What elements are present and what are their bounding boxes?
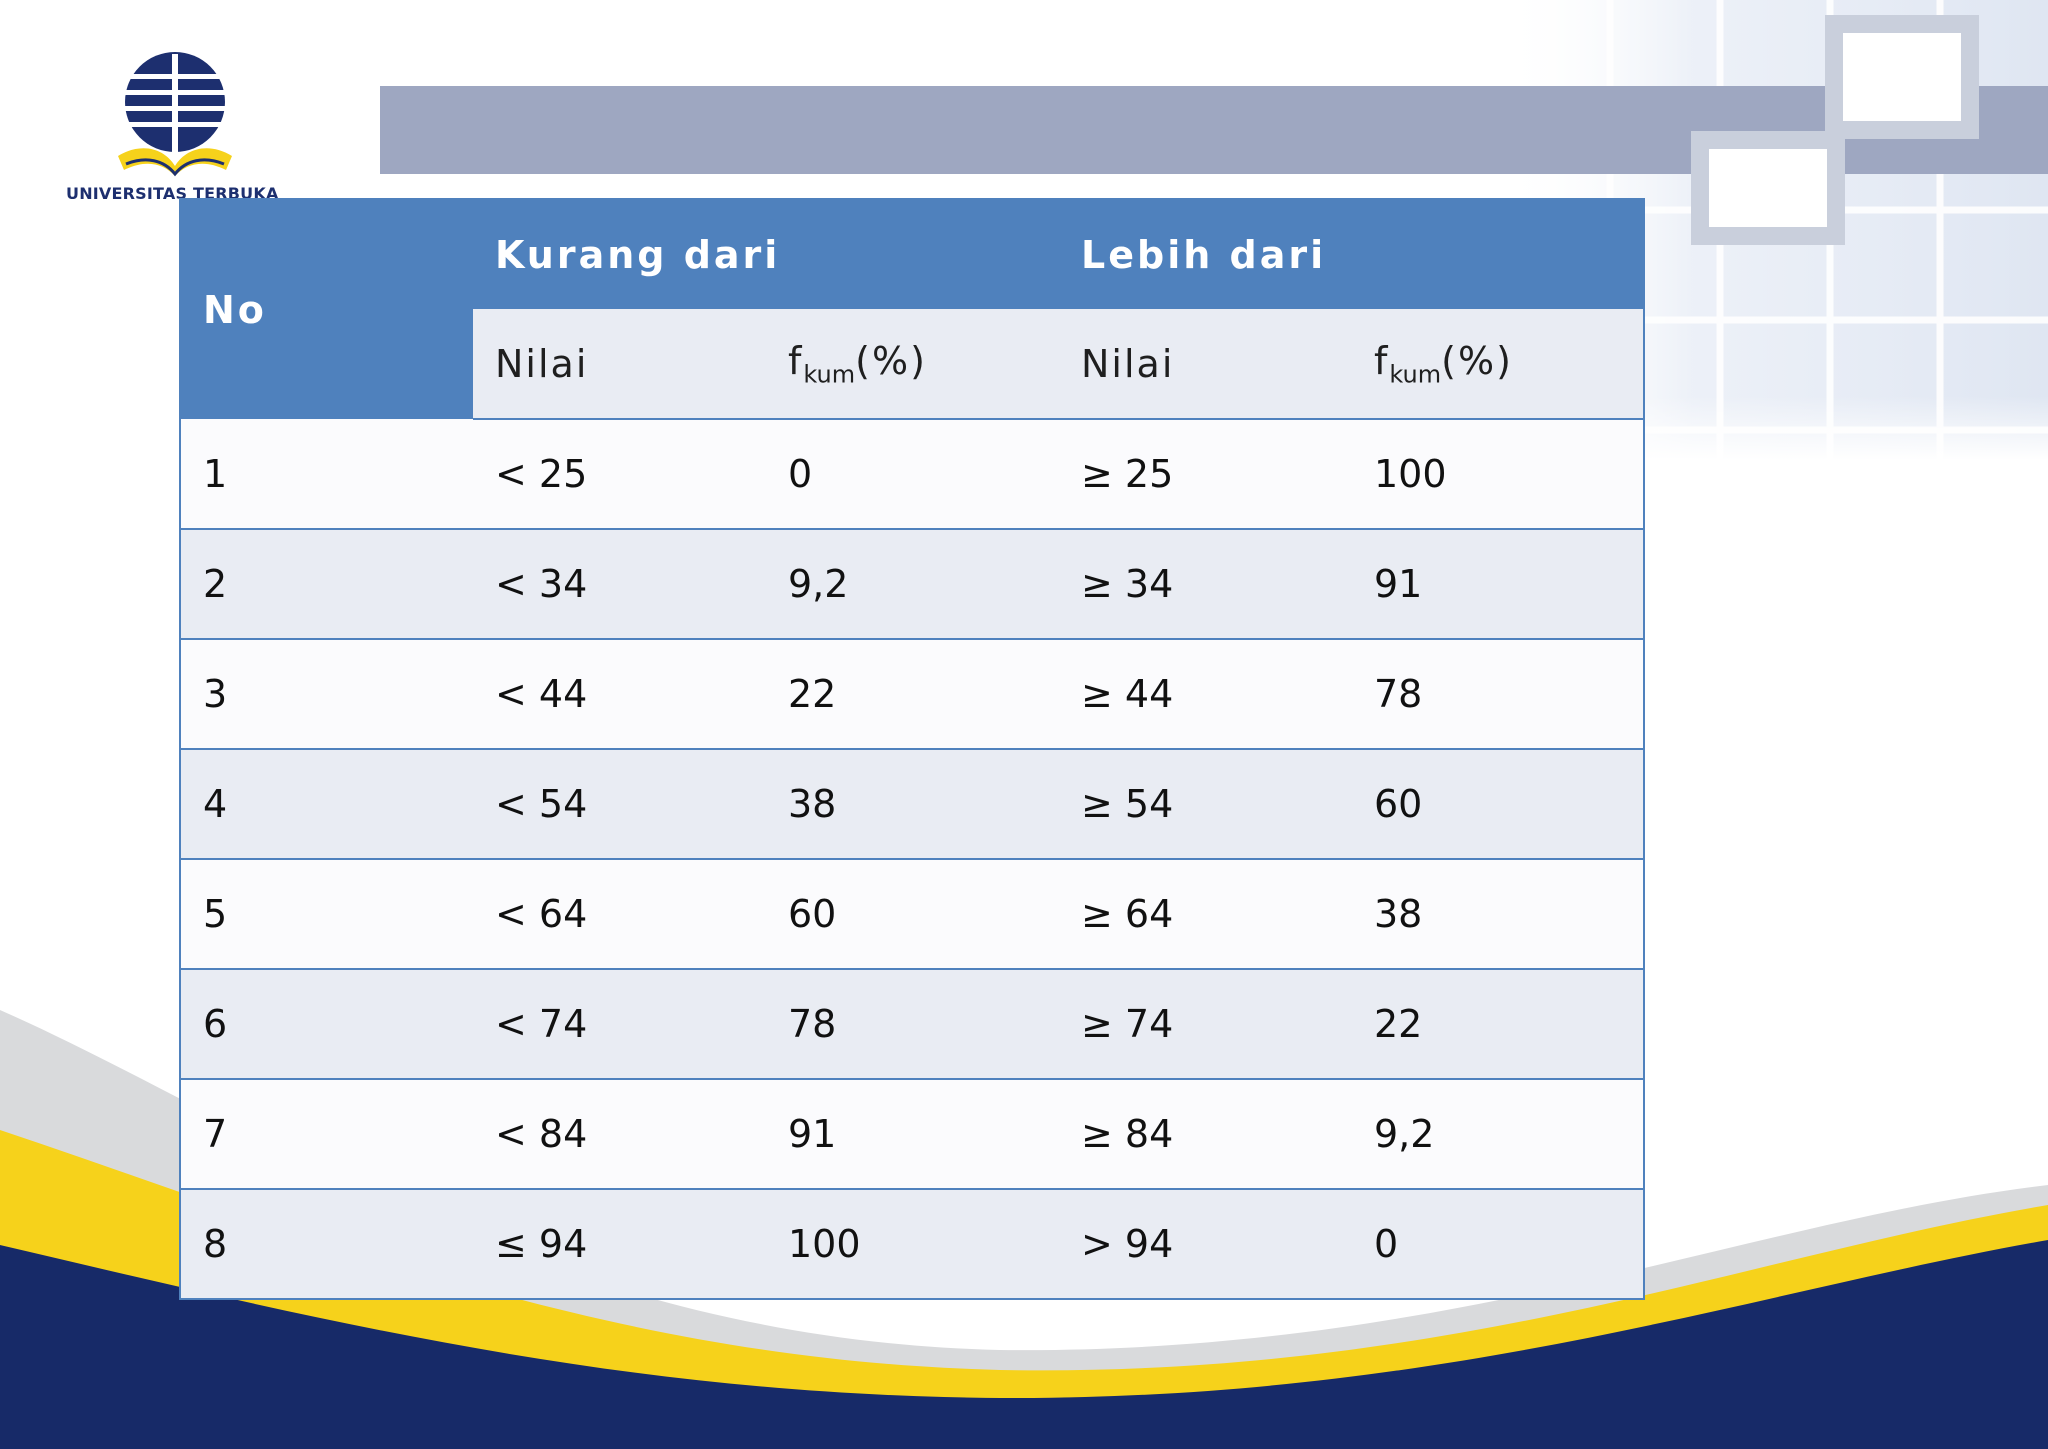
table-row: 1 < 25 0 ≥ 25 100 [180,419,1645,530]
cell-no: 5 [180,859,473,970]
cell-kurang-nilai: < 44 [473,639,766,750]
cell-kurang-fkum: 0 [766,419,1059,530]
logo-emblem-icon [118,52,232,177]
header-lebih-dari: Lebih dari [1059,199,1645,309]
table-row: 8 ≤ 94 100 > 94 0 [180,1189,1645,1300]
cell-lebih-fkum: 0 [1352,1189,1645,1300]
cell-kurang-fkum: 60 [766,859,1059,970]
fkum-f: f [788,338,804,383]
cell-no: 1 [180,419,473,530]
header-kurang-dari: Kurang dari [473,199,1059,309]
header-lebih-fkum: fkum(%) [1352,309,1645,420]
cell-kurang-nilai: < 25 [473,419,766,530]
cell-lebih-fkum: 9,2 [1352,1079,1645,1190]
cell-no: 3 [180,639,473,750]
table-row: 5 < 64 60 ≥ 64 38 [180,859,1645,970]
cell-kurang-nilai: < 74 [473,969,766,1080]
cell-no: 8 [180,1189,473,1300]
cell-lebih-fkum: 38 [1352,859,1645,970]
cell-no: 6 [180,969,473,1080]
table-row: 7 < 84 91 ≥ 84 9,2 [180,1079,1645,1190]
table-row: 4 < 54 38 ≥ 54 60 [180,749,1645,860]
cell-kurang-nilai: ≤ 94 [473,1189,766,1300]
cell-kurang-nilai: < 64 [473,859,766,970]
fkum-f: f [1374,338,1390,383]
header-kurang-nilai: Nilai [473,309,766,420]
cell-no: 2 [180,529,473,640]
cell-kurang-fkum: 91 [766,1079,1059,1190]
cell-kurang-nilai: < 34 [473,529,766,640]
header-no: No [180,199,473,419]
cumulative-frequency-table-container: No Kurang dari Lebih dari Nilai fkum(%) … [179,198,1646,1305]
cell-kurang-fkum: 38 [766,749,1059,860]
cell-lebih-nilai: ≥ 64 [1059,859,1352,970]
header-kurang-fkum: fkum(%) [766,309,1059,420]
cell-lebih-fkum: 22 [1352,969,1645,1080]
cell-kurang-nilai: < 84 [473,1079,766,1190]
fkum-pct: (%) [1441,338,1513,383]
fkum-sub: kum [803,360,856,389]
cell-lebih-fkum: 60 [1352,749,1645,860]
table-header-row-sub: Nilai fkum(%) Nilai fkum(%) [180,309,1645,420]
decorative-squares [1691,15,1979,245]
cumulative-frequency-table: No Kurang dari Lebih dari Nilai fkum(%) … [179,198,1646,1300]
table-row: 2 < 34 9,2 ≥ 34 91 [180,529,1645,640]
cell-lebih-nilai: ≥ 44 [1059,639,1352,750]
cell-lebih-nilai: ≥ 25 [1059,419,1352,530]
cell-kurang-fkum: 22 [766,639,1059,750]
table-row: 3 < 44 22 ≥ 44 78 [180,639,1645,750]
university-logo: UNIVERSITAS TERBUKA [66,44,288,204]
cell-kurang-fkum: 9,2 [766,529,1059,640]
bottom-swoosh [0,1010,2048,1449]
cell-no: 7 [180,1079,473,1190]
fkum-pct: (%) [855,338,927,383]
cell-lebih-nilai: ≥ 84 [1059,1079,1352,1190]
table-header-row-top: No Kurang dari Lebih dari [180,199,1645,419]
header-lebih-nilai: Nilai [1059,309,1352,420]
cell-lebih-fkum: 91 [1352,529,1645,640]
cell-kurang-nilai: < 54 [473,749,766,860]
fkum-sub: kum [1389,360,1442,389]
cell-kurang-fkum: 100 [766,1189,1059,1300]
cell-lebih-nilai: ≥ 74 [1059,969,1352,1080]
cell-lebih-nilai: ≥ 54 [1059,749,1352,860]
cell-lebih-nilai: ≥ 34 [1059,529,1352,640]
cell-kurang-fkum: 78 [766,969,1059,1080]
cell-lebih-fkum: 78 [1352,639,1645,750]
cell-no: 4 [180,749,473,860]
cell-lebih-fkum: 100 [1352,419,1645,530]
cell-lebih-nilai: > 94 [1059,1189,1352,1300]
table-row: 6 < 74 78 ≥ 74 22 [180,969,1645,1080]
